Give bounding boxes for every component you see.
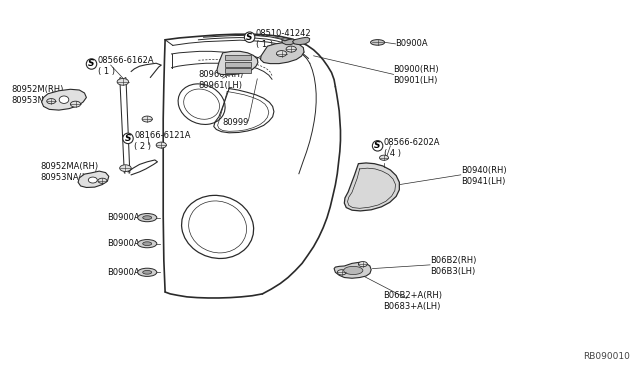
Text: 80960(RH)
80961(LH): 80960(RH) 80961(LH): [198, 70, 244, 90]
Ellipse shape: [60, 96, 69, 103]
Circle shape: [70, 101, 81, 107]
Text: 08566-6202A
( 4 ): 08566-6202A ( 4 ): [384, 138, 440, 158]
Text: S: S: [88, 60, 95, 68]
Ellipse shape: [138, 268, 157, 276]
Circle shape: [276, 51, 287, 57]
Polygon shape: [344, 163, 399, 211]
Circle shape: [156, 142, 166, 148]
Text: B0900A: B0900A: [108, 213, 140, 222]
Text: 08566-6162A
( 1 ): 08566-6162A ( 1 ): [98, 56, 154, 76]
Text: RB090010: RB090010: [584, 352, 630, 361]
Text: B0900A: B0900A: [108, 239, 140, 248]
Polygon shape: [217, 51, 258, 75]
Ellipse shape: [143, 270, 152, 274]
Ellipse shape: [138, 214, 157, 222]
Circle shape: [120, 165, 131, 171]
Polygon shape: [42, 89, 86, 110]
Circle shape: [98, 178, 107, 183]
Text: B0900A: B0900A: [108, 268, 140, 277]
Polygon shape: [78, 171, 109, 187]
Polygon shape: [282, 39, 296, 45]
Text: S: S: [125, 134, 131, 143]
Ellipse shape: [143, 216, 152, 219]
Circle shape: [47, 99, 56, 104]
Circle shape: [358, 262, 367, 267]
Ellipse shape: [143, 242, 152, 246]
Polygon shape: [260, 42, 304, 64]
Text: 08166-6121A
( 2 ): 08166-6121A ( 2 ): [134, 131, 191, 151]
Text: S: S: [246, 33, 253, 42]
Bar: [225, 55, 251, 60]
Ellipse shape: [344, 266, 363, 275]
Text: S: S: [374, 141, 381, 150]
Ellipse shape: [88, 177, 97, 183]
Polygon shape: [334, 262, 371, 278]
Text: B06B2+A(RH)
B0683+A(LH): B06B2+A(RH) B0683+A(LH): [383, 291, 442, 311]
Circle shape: [286, 46, 296, 52]
Bar: [225, 62, 251, 67]
Text: 80952M(RH)
80953N(LH): 80952M(RH) 80953N(LH): [12, 85, 64, 105]
Circle shape: [337, 270, 346, 275]
Ellipse shape: [371, 39, 385, 45]
Circle shape: [117, 78, 129, 85]
Text: 08510-41242
( 1 ): 08510-41242 ( 1 ): [256, 29, 312, 49]
Polygon shape: [120, 78, 129, 173]
Ellipse shape: [138, 240, 157, 248]
Text: 80999: 80999: [223, 118, 249, 126]
Polygon shape: [292, 37, 310, 45]
Bar: [225, 68, 251, 73]
Circle shape: [142, 116, 152, 122]
Text: 80952MA(RH)
80953NA(LH): 80952MA(RH) 80953NA(LH): [40, 162, 99, 182]
Text: B06B2(RH)
B06B3(LH): B06B2(RH) B06B3(LH): [430, 256, 476, 276]
Text: B0900A: B0900A: [396, 39, 428, 48]
Text: B0900(RH)
B0901(LH): B0900(RH) B0901(LH): [394, 65, 439, 85]
Text: B0940(RH)
B0941(LH): B0940(RH) B0941(LH): [461, 166, 506, 186]
Circle shape: [380, 155, 388, 160]
